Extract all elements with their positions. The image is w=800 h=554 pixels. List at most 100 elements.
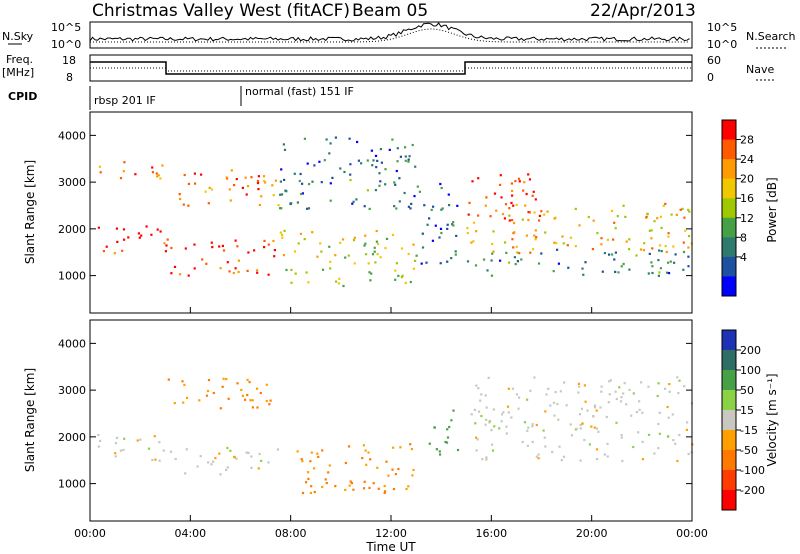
echo-cell xyxy=(486,269,488,271)
echo-cell xyxy=(614,271,616,273)
echo-cell xyxy=(353,201,355,203)
date-title: 22/Apr/2013 xyxy=(590,1,696,21)
echo-cell xyxy=(267,461,269,463)
echo-cell xyxy=(227,261,229,263)
noise-left-tick-bottom: 10^0 xyxy=(51,38,81,51)
colorbar-swatch xyxy=(722,410,736,431)
echo-cell xyxy=(590,426,592,428)
echo-cell xyxy=(512,205,514,207)
echo-cell xyxy=(392,234,394,236)
echo-cell xyxy=(377,243,379,245)
echo-cell xyxy=(658,271,660,273)
echo-cell xyxy=(214,457,216,459)
echo-cell xyxy=(365,450,367,452)
echo-cell xyxy=(512,246,514,248)
echo-cell xyxy=(450,257,452,259)
echo-cell xyxy=(529,211,531,213)
echo-cell xyxy=(373,482,375,484)
echo-cell xyxy=(533,191,535,193)
echo-cell xyxy=(514,180,516,182)
echo-cell xyxy=(539,215,541,217)
echo-cell xyxy=(385,461,387,463)
echo-cell xyxy=(442,207,444,209)
echo-cell xyxy=(517,408,519,410)
echo-cell xyxy=(207,390,209,392)
echo-cell xyxy=(268,274,270,276)
echo-cell xyxy=(522,441,524,443)
echo-cell xyxy=(553,402,555,404)
echo-cell xyxy=(602,271,604,273)
echo-cell xyxy=(412,244,414,246)
echo-cell xyxy=(252,406,254,408)
echo-cell xyxy=(440,262,442,264)
echo-cell xyxy=(184,174,186,176)
echo-cell xyxy=(273,194,275,196)
echo-cell xyxy=(452,221,454,223)
echo-cell xyxy=(490,215,492,217)
freq-unit-label: [MHz] xyxy=(2,66,34,79)
echo-cell xyxy=(137,439,139,441)
echo-cell xyxy=(396,170,398,172)
echo-cell xyxy=(533,211,535,213)
echo-cell xyxy=(306,208,308,210)
echo-cell xyxy=(506,432,508,434)
echo-cell xyxy=(664,203,666,205)
echo-cell xyxy=(334,485,336,487)
echo-cell xyxy=(491,275,493,277)
echo-cell xyxy=(114,252,116,254)
echo-cell xyxy=(386,238,388,240)
echo-cell xyxy=(179,198,181,200)
echo-cell xyxy=(97,434,99,436)
echo-cell xyxy=(364,481,366,483)
echo-cell xyxy=(218,245,220,247)
echo-cell xyxy=(170,247,172,249)
echo-cell xyxy=(667,236,669,238)
echo-cell xyxy=(185,247,187,249)
echo-cell xyxy=(394,184,396,186)
nave-tick-top: 60 xyxy=(707,54,721,67)
echo-cell xyxy=(123,161,125,163)
echo-cell xyxy=(531,425,533,427)
y-tick-label: 2000 xyxy=(58,431,86,444)
echo-cell xyxy=(648,272,650,274)
echo-cell xyxy=(671,214,673,216)
echo-cell xyxy=(612,239,614,241)
echo-cell xyxy=(628,248,630,250)
echo-cell xyxy=(154,459,156,461)
echo-cell xyxy=(157,229,159,231)
echo-cell xyxy=(328,246,330,248)
echo-cell xyxy=(367,189,369,191)
echo-cell xyxy=(313,467,315,469)
echo-cell xyxy=(524,421,526,423)
echo-cell xyxy=(532,441,534,443)
echo-cell xyxy=(526,235,528,237)
colorbar-swatch xyxy=(722,218,736,238)
echo-cell xyxy=(236,382,238,384)
echo-cell xyxy=(115,455,117,457)
echo-cell xyxy=(198,399,200,401)
echo-cell xyxy=(349,163,351,165)
echo-cell xyxy=(376,241,378,243)
echo-cell xyxy=(651,272,653,274)
echo-cell xyxy=(372,253,374,255)
echo-cell xyxy=(663,205,665,207)
echo-cell xyxy=(396,160,398,162)
echo-cell xyxy=(393,488,395,490)
echo-cell xyxy=(511,195,513,197)
echo-cell xyxy=(281,234,283,236)
echo-cell xyxy=(557,419,559,421)
echo-cell xyxy=(300,193,302,195)
time-axis: 00:00 04:00 08:00 12:00 16:00 20:00 00:00 xyxy=(74,307,708,540)
echo-cell xyxy=(365,464,367,466)
x-tick-label: 16:00 xyxy=(475,527,507,540)
echo-cell xyxy=(345,462,347,464)
y-tick-label: 3000 xyxy=(58,384,86,397)
echo-cell xyxy=(405,160,407,162)
echo-cell xyxy=(281,237,283,239)
echo-cell xyxy=(380,256,382,258)
colorbar-swatch xyxy=(722,179,736,199)
echo-cell xyxy=(668,417,670,419)
echo-cell xyxy=(477,177,479,179)
echo-cell xyxy=(653,452,655,454)
echo-cell xyxy=(519,180,521,182)
